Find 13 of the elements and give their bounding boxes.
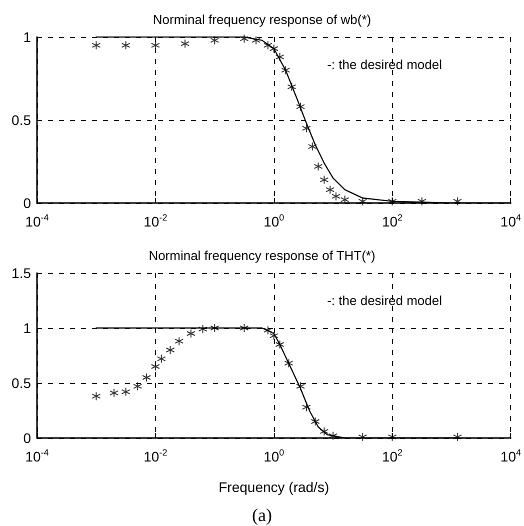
y-tick-label: 1.5 — [12, 265, 32, 281]
chart-title: Norminal frequency response of wb(*) — [152, 12, 372, 27]
y-tick-label: 0.5 — [12, 112, 32, 128]
chart-title: Norminal frequency response of THT(*) — [148, 248, 376, 263]
y-tick-label: 0 — [23, 430, 32, 446]
y-tick-label: 0.5 — [12, 375, 32, 391]
x-axis-title: Frequency (rad/s) — [218, 479, 330, 495]
annotation: -: the desired model — [327, 57, 442, 72]
y-tick-label: 1 — [23, 320, 32, 336]
y-tick-label: 0 — [23, 195, 32, 211]
text: (a) — [252, 505, 272, 525]
annotation: -: the desired model — [327, 293, 442, 308]
y-tick-label: 1 — [23, 29, 32, 45]
